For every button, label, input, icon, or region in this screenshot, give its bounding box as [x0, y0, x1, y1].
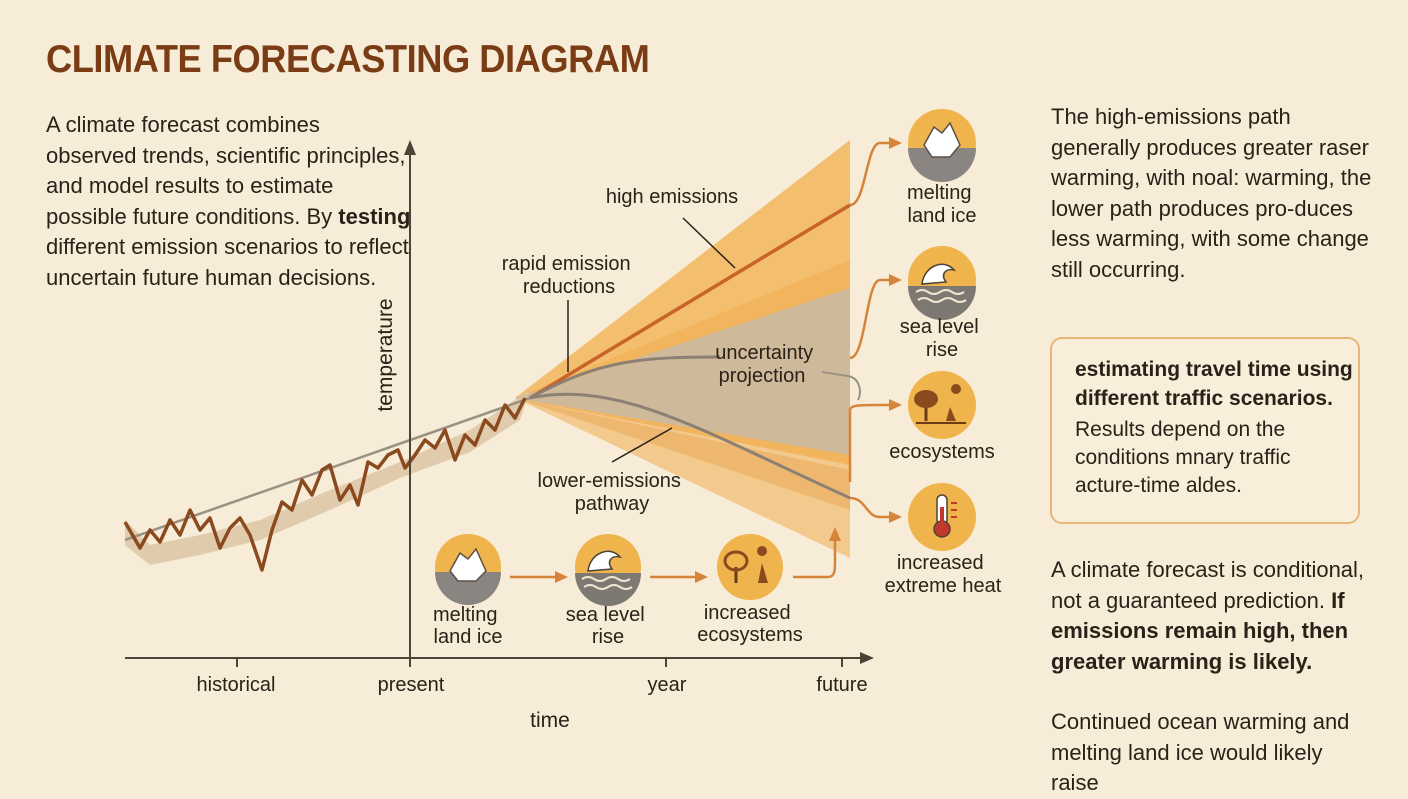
chain-iceberg-icon: [435, 534, 501, 605]
chain-wave-icon: [575, 534, 641, 606]
arrowhead-icon: [555, 571, 568, 583]
iceberg-icon: [908, 109, 976, 182]
uncertainty-connector: [821, 371, 861, 401]
analogy-body: Results depend on the conditions mnary t…: [1075, 418, 1291, 497]
uncertainty-label-line: projection: [719, 365, 806, 387]
chain-label-line: ecosystems: [697, 624, 803, 646]
observed-band: [125, 390, 530, 565]
x-axis-label: time: [530, 709, 570, 732]
lower-emissions-label: lower-emissions pathway: [538, 470, 687, 515]
impact-label-line: rise: [926, 339, 958, 361]
intro-text-end: different emission scenarios to reflect …: [46, 234, 409, 290]
uncertainty-label-line: uncertainty: [715, 342, 813, 364]
high-emissions-callout: [682, 217, 736, 269]
high-emissions-label: high emissions: [606, 186, 738, 208]
chain-arrowheads: [555, 527, 841, 583]
impact-label-line: increased: [897, 552, 984, 574]
chain-label: sea level rise: [566, 604, 651, 648]
impact-label-line: melting: [907, 182, 971, 204]
x-tick-label: present: [378, 674, 445, 696]
intro-paragraph: A climate forecast combines observed tre…: [46, 110, 416, 293]
impact-label: melting land ice: [907, 182, 977, 227]
thermometer-icon: [908, 483, 976, 551]
arrowhead-icon: [889, 399, 902, 411]
x-tick-label: historical: [197, 674, 276, 696]
conditional-bold: If emissions remain high, then greater w…: [1051, 587, 1349, 674]
y-axis-label: temperature: [374, 298, 397, 411]
lower-label-line: lower-emissions: [538, 470, 681, 492]
wave-icon: [908, 246, 976, 320]
lower-emissions-callout: [611, 427, 673, 463]
arrowhead-icon: [889, 137, 902, 149]
arrow-to-land-ice: [849, 141, 890, 207]
arrowhead-icon: [695, 571, 708, 583]
rapid-label-line: rapid emission: [502, 253, 631, 275]
rapid-label-line: reductions: [523, 276, 615, 298]
high-emissions-path: [529, 203, 851, 400]
impact-label: ecosystems: [889, 441, 995, 463]
impact-arrows: [848, 141, 890, 519]
conditional-plain: A climate forecast is conditional, not a…: [1051, 557, 1365, 613]
chain-label-line: increased: [704, 602, 791, 624]
impact-label-line: extreme heat: [885, 575, 1002, 597]
chain-arrows: [510, 540, 837, 579]
lower-label-line: pathway: [575, 493, 650, 515]
uncertainty-band: [515, 288, 850, 455]
chain-label-line: melting: [433, 604, 497, 626]
bottom-text: Continued ocean warming and melting land…: [1051, 709, 1350, 795]
x-tick-label: year: [648, 674, 687, 696]
chain-label: increased ecosystems: [697, 602, 803, 646]
rapid-reductions-label: rapid emission reductions: [502, 253, 637, 298]
lower-emissions-path: [529, 392, 851, 500]
impact-label: increased extreme heat: [885, 552, 1002, 597]
x-tick-label: future: [816, 674, 867, 696]
arrow-to-sea-level: [849, 278, 890, 360]
analogy-box: estimating travel time using different t…: [1050, 337, 1360, 524]
intro-bold-word: testing: [338, 203, 411, 229]
conditional-text: A climate forecast is conditional, not a…: [1051, 555, 1371, 677]
forecast-diagram: temperature time historical present year…: [123, 109, 1002, 732]
right-summary-text: The high-emissions path generally produc…: [1051, 104, 1372, 282]
chain-label: melting land ice: [433, 604, 503, 648]
observed-temperature-line: [123, 397, 527, 572]
arrowhead-icon: [829, 527, 841, 541]
impact-arrowheads: [889, 137, 902, 523]
chain-label-line: land ice: [434, 626, 503, 648]
arrow-to-ecosystems: [848, 403, 890, 482]
lower-band: [515, 398, 850, 510]
uncertainty-label: uncertainty projection: [715, 342, 818, 387]
page-title: CLIMATE FORECASTING DIAGRAM: [46, 38, 650, 81]
trees-sun-icon: [908, 371, 976, 439]
y-axis-arrow-icon: [404, 140, 416, 155]
impact-label-line: sea level: [900, 316, 979, 338]
arrowhead-icon: [889, 511, 902, 523]
chain-label-line: sea level: [566, 604, 645, 626]
intro-text-start: A climate forecast combines observed tre…: [46, 112, 406, 229]
chain-arrow-3: [793, 540, 837, 579]
arrowhead-icon: [889, 274, 902, 286]
chain-trees-sun-icon: [717, 534, 783, 600]
arrow-to-heat: [849, 496, 890, 519]
impact-label: sea level rise: [900, 316, 985, 361]
x-axis-arrow-icon: [860, 652, 874, 664]
chain-label-line: rise: [592, 626, 624, 648]
analogy-heading: estimating travel time using different t…: [1075, 358, 1353, 410]
rapid-reduction-path: [529, 355, 721, 400]
impact-label-line: land ice: [908, 205, 977, 227]
